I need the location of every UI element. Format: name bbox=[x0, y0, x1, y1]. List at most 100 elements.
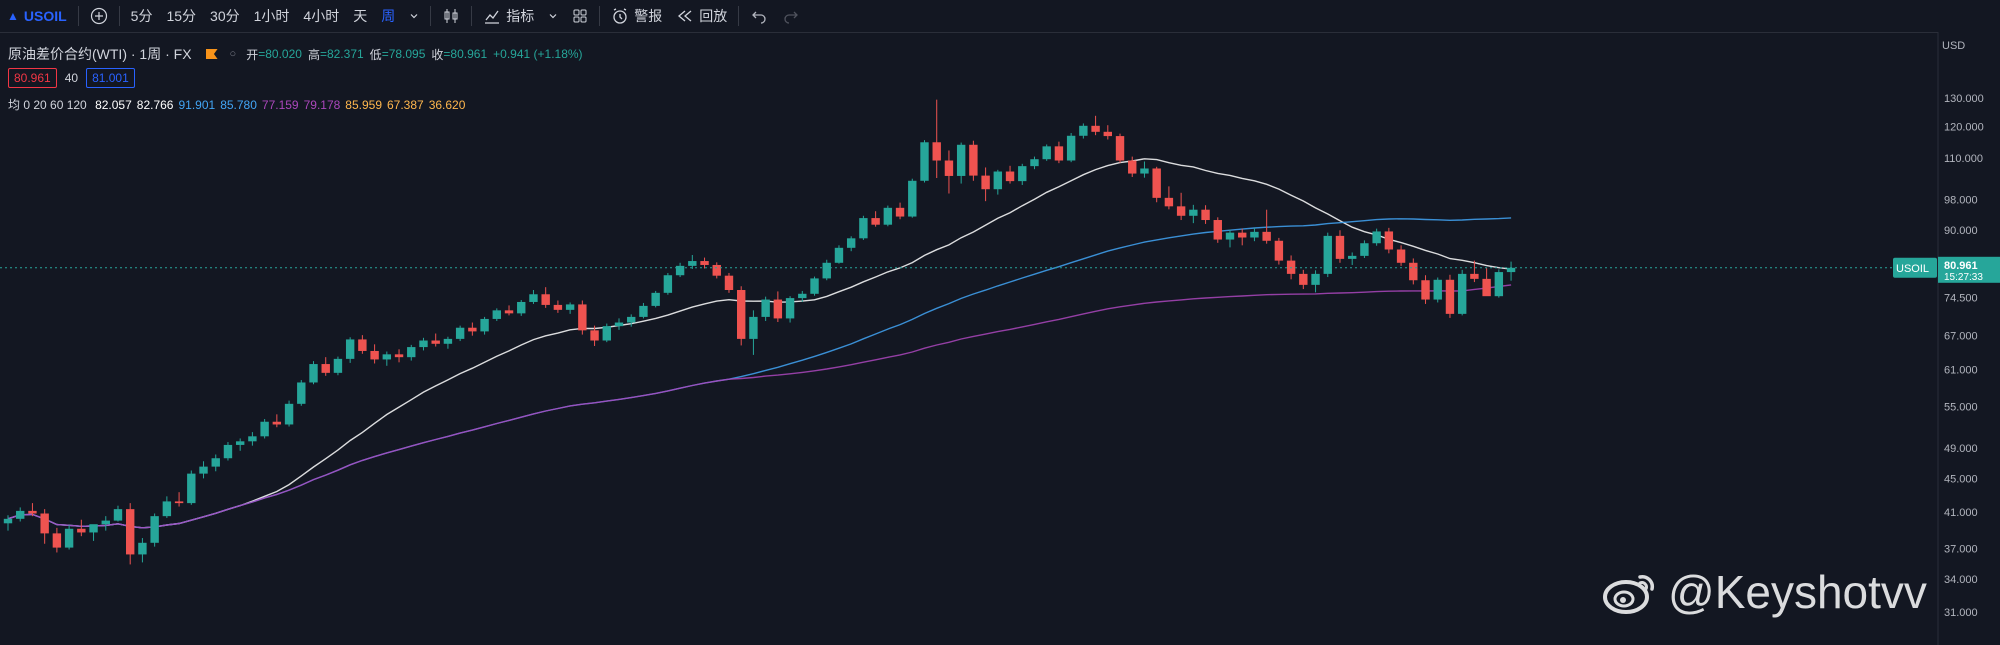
add-symbol-button[interactable] bbox=[83, 0, 115, 32]
interval-week[interactable]: 周 bbox=[381, 8, 396, 24]
toolbar-divider bbox=[738, 6, 740, 26]
price-tick-label: 61.000 bbox=[1944, 364, 1978, 376]
candle-body bbox=[798, 293, 807, 299]
candle-body bbox=[859, 218, 868, 239]
interval-30m[interactable]: 30分 bbox=[210, 8, 240, 24]
candle-body bbox=[187, 473, 196, 504]
candle-body bbox=[1323, 235, 1332, 274]
ma-value-3: 85.780 bbox=[220, 98, 257, 112]
ohlc-label-low: 低 bbox=[369, 47, 382, 62]
indicators-button[interactable]: 指标 bbox=[476, 0, 541, 32]
interval-day[interactable]: 天 bbox=[353, 8, 368, 24]
ma-20-line bbox=[7, 158, 1512, 529]
candle-body bbox=[248, 436, 257, 442]
candle-body bbox=[969, 144, 978, 176]
sell-price-button[interactable]: 80.961 bbox=[8, 68, 57, 88]
layout-grid-icon bbox=[573, 9, 587, 23]
candle-body bbox=[529, 294, 538, 302]
redo-button[interactable] bbox=[775, 0, 807, 32]
ma-60-line bbox=[7, 217, 1512, 529]
currency-label[interactable]: USD bbox=[1942, 40, 1966, 52]
templates-dropdown-button[interactable] bbox=[541, 0, 565, 32]
candle-body bbox=[981, 175, 990, 190]
candle-body bbox=[663, 275, 673, 293]
price-tick-label: 120.000 bbox=[1944, 122, 1984, 134]
flag-icon bbox=[205, 49, 218, 59]
candle-body bbox=[993, 171, 1003, 190]
price-tick-label: 67.000 bbox=[1944, 331, 1978, 343]
replay-button[interactable]: 回放 bbox=[669, 0, 734, 32]
ma-legend: 均 0 20 60 120 82.057 82.766 91.901 85.780 77… bbox=[8, 96, 475, 113]
rewind-icon bbox=[678, 10, 692, 22]
alarm-clock-icon bbox=[613, 8, 627, 24]
candle-body bbox=[1213, 220, 1222, 240]
interval-1h[interactable]: 1小时 bbox=[253, 8, 290, 24]
candle-body bbox=[211, 458, 220, 467]
candle-body bbox=[150, 516, 159, 543]
candle-body bbox=[944, 160, 954, 176]
candle-body bbox=[235, 441, 245, 445]
candle-body bbox=[77, 528, 86, 533]
indicator-chart-icon bbox=[485, 10, 500, 24]
spread-value: 40 bbox=[64, 71, 79, 85]
top-toolbar: ▲ USOIL 5分 15分 30分 1小时 4小时 天 周 指标 警报 回放 bbox=[0, 0, 2000, 33]
alert-button[interactable]: 警报 bbox=[604, 0, 669, 32]
candle-body bbox=[16, 510, 25, 519]
candle-body bbox=[1372, 231, 1381, 244]
ma-value-4: 77.159 bbox=[261, 98, 299, 112]
price-tick-label: 55.000 bbox=[1944, 401, 1978, 413]
candle-body bbox=[1189, 209, 1198, 216]
candle-body bbox=[1128, 160, 1137, 174]
layouts-button[interactable] bbox=[565, 0, 595, 32]
legend-header: 原油差价合约(WTI) · 1周 · FX ○ 开 =80.020 高 =82.37… bbox=[8, 44, 589, 64]
toolbar-divider bbox=[430, 6, 432, 26]
candle-body bbox=[749, 316, 758, 339]
interval-4h[interactable]: 4小时 bbox=[303, 8, 340, 24]
candle-body bbox=[162, 501, 172, 517]
candle-body bbox=[834, 247, 844, 263]
candle-body bbox=[675, 265, 685, 276]
candle-body bbox=[504, 310, 514, 314]
candle-body bbox=[272, 421, 282, 425]
watermark-text: @Keyshotvv bbox=[1668, 566, 1927, 618]
candle-body bbox=[712, 264, 721, 276]
price-chart[interactable]: 130.000 120.000 110.000 98.000 90.000 74.500 6… bbox=[0, 32, 2000, 645]
candle-body bbox=[1494, 272, 1504, 297]
candle-body bbox=[565, 304, 575, 310]
candle-body bbox=[1238, 232, 1247, 238]
candle-body bbox=[1335, 235, 1345, 259]
candle-body bbox=[443, 338, 453, 344]
indicators-label: 指标 bbox=[506, 8, 535, 24]
candle-body bbox=[345, 339, 355, 359]
interval-15m[interactable]: 15分 bbox=[166, 8, 197, 24]
candle-body bbox=[126, 509, 135, 555]
interval-dropdown-button[interactable] bbox=[402, 0, 426, 32]
candle-body bbox=[724, 275, 734, 290]
symbol-selector[interactable]: ▲ USOIL bbox=[0, 0, 74, 32]
candle-body bbox=[101, 520, 110, 525]
candle-body bbox=[492, 310, 501, 319]
candle-body bbox=[1299, 273, 1308, 285]
price-scale-bg[interactable] bbox=[1938, 32, 2000, 645]
ma-value-6: 85.959 bbox=[345, 98, 382, 112]
candle-body bbox=[1091, 125, 1100, 132]
buy-price-button[interactable]: 81.001 bbox=[86, 68, 135, 88]
interval-5m[interactable]: 5分 bbox=[130, 8, 153, 24]
candle-body bbox=[1225, 232, 1235, 240]
bid-ask-row: 80.961 40 81.001 bbox=[8, 68, 135, 88]
candle-body bbox=[1005, 171, 1015, 182]
candle-body bbox=[309, 364, 318, 383]
candle-body bbox=[1409, 262, 1418, 281]
candle-body bbox=[517, 301, 526, 314]
price-tick-label: 34.000 bbox=[1944, 574, 1978, 586]
candle-body bbox=[1384, 231, 1394, 250]
eye-icon[interactable]: ○ bbox=[229, 48, 237, 60]
candle-body bbox=[1164, 197, 1174, 207]
chart-type-button[interactable] bbox=[435, 0, 467, 32]
candle-body bbox=[1348, 255, 1357, 259]
undo-button[interactable] bbox=[743, 0, 775, 32]
last-price-text: 80.961 bbox=[1944, 260, 1978, 272]
candle-body bbox=[822, 262, 831, 279]
ma-value-7: 67.387 bbox=[387, 98, 424, 112]
candle-body bbox=[688, 261, 697, 266]
